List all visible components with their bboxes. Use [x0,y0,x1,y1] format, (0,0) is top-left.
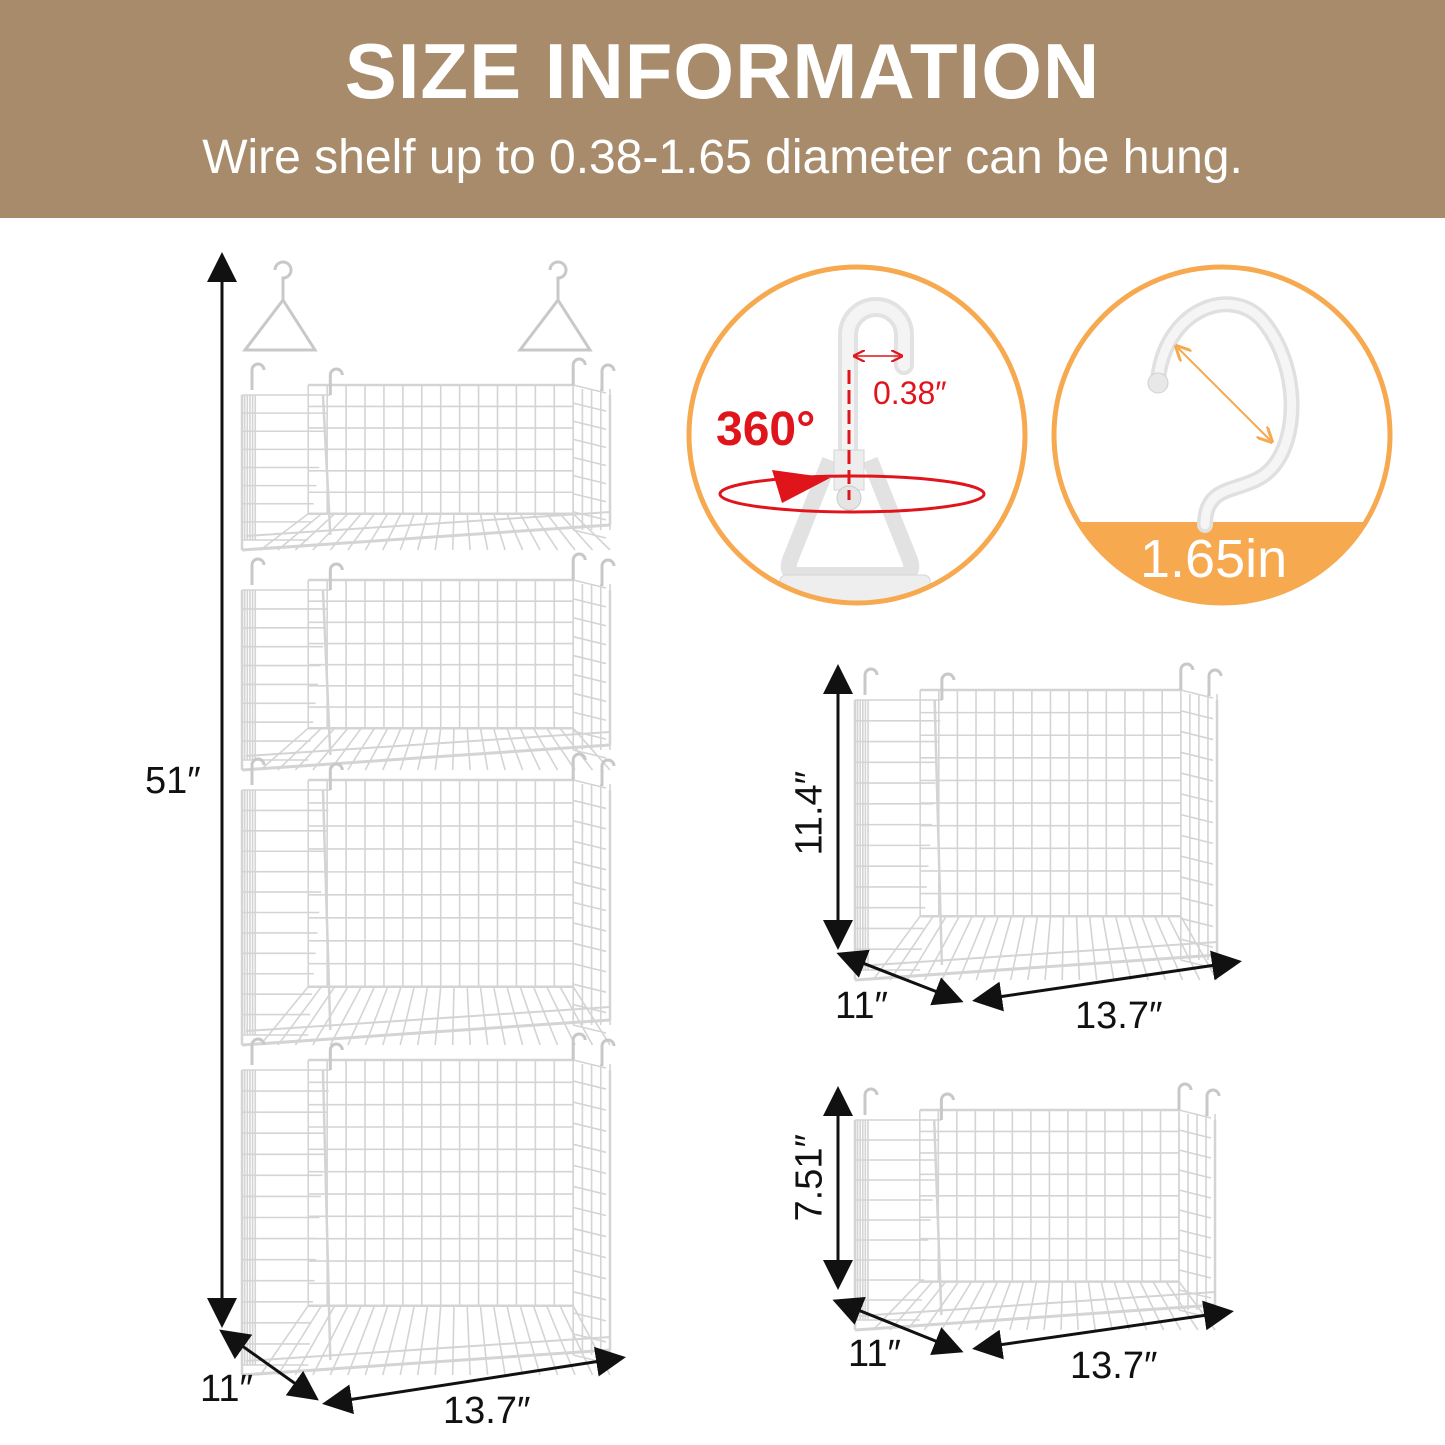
header-banner: SIZE INFORMATION Wire shelf up to 0.38-1… [0,0,1445,218]
large-width-arrow [972,950,1242,1012]
small-depth-arrow [832,1296,964,1356]
page-title: SIZE INFORMATION [344,27,1101,115]
page-subtitle: Wire shelf up to 0.38-1.65 diameter can … [202,131,1243,184]
hanger-hook [516,260,593,352]
small-width-arrow [972,1300,1234,1360]
small-height-label: 7.51″ [788,1134,831,1222]
large-width-label: 13.7″ [1075,995,1163,1037]
hanger-hook [241,260,318,352]
hook-diameter-label: 1.65in [1140,529,1288,589]
large-height-label: 11.4″ [788,770,831,856]
large-depth-arrow [836,949,964,1006]
tower-depth-label: 11″ [200,1368,253,1410]
small-depth-label: 11″ [848,1333,901,1375]
rotation-label: 360° [716,403,816,456]
large-depth-label: 11″ [835,985,888,1027]
tower-width-label: 13.7″ [443,1390,531,1432]
hook-rotation-detail [686,264,1028,606]
hook-gap-label: 0.38″ [873,375,947,411]
tower-width-arrow [322,1346,626,1415]
small-width-label: 13.7″ [1070,1345,1158,1387]
tower-height-label: 51″ [145,760,201,802]
tower-depth-arrow [219,1329,319,1401]
